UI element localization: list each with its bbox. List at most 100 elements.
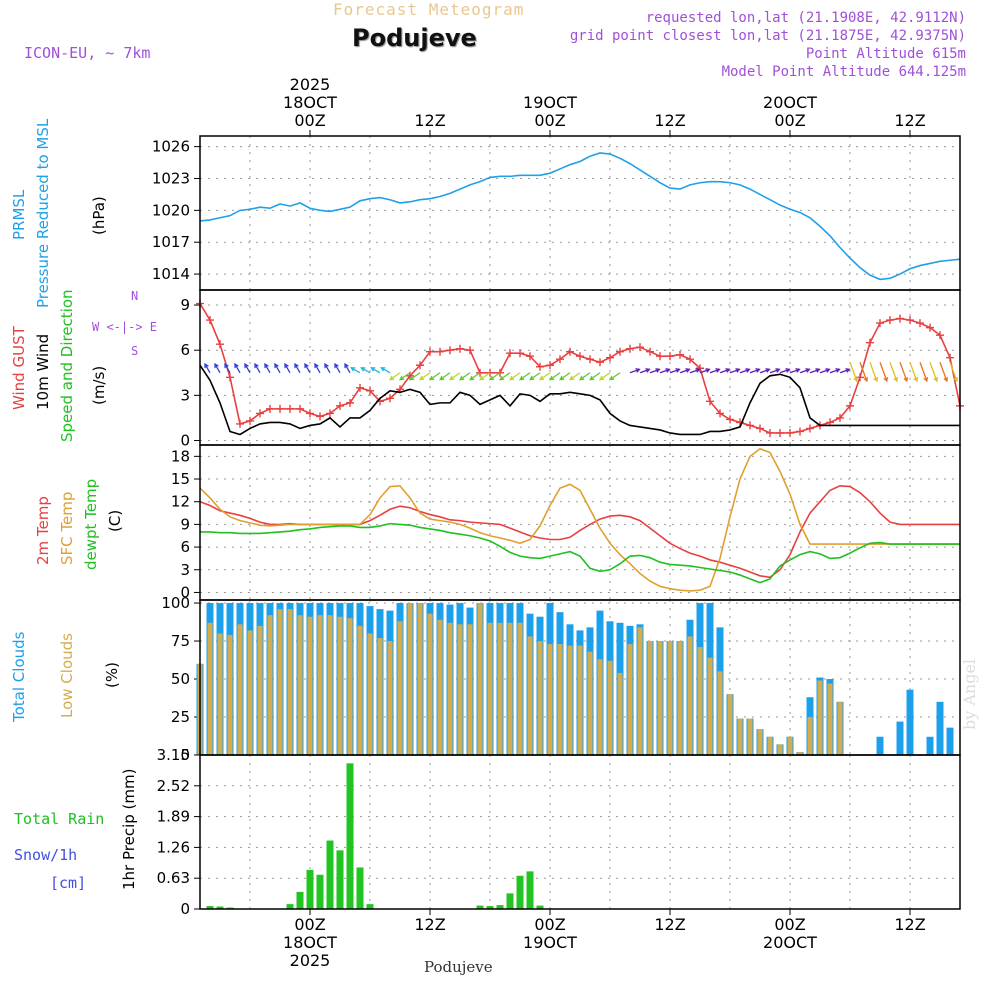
top-time-label: 00Z (294, 111, 325, 130)
gust-marker (716, 409, 724, 418)
rain-bar (486, 906, 494, 909)
gust-marker (776, 428, 784, 437)
gust-marker (336, 401, 344, 410)
wind-direction-arrow (214, 363, 221, 374)
wind-direction-arrow (699, 368, 710, 374)
gust-marker (696, 364, 704, 373)
wind-direction-arrow (489, 372, 501, 381)
wind-direction-arrowhead (933, 376, 939, 383)
forecast-title: Forecast Meteogram (333, 0, 525, 19)
wind-series-10m-wind (199, 364, 960, 436)
gust-marker (386, 394, 394, 403)
wind-direction-arrowhead (609, 375, 615, 381)
wind-direction-arrow (839, 368, 850, 374)
wind-direction-arrow (829, 368, 840, 374)
gust-marker (656, 352, 664, 361)
wind-direction-arrow (204, 363, 211, 374)
wind-ytick-label: 3 (180, 386, 190, 404)
wind-direction-arrowhead (775, 368, 781, 373)
wind-direction-arrowhead (419, 375, 425, 381)
total-cloud-bar (926, 736, 934, 755)
pressure-ytick-label: 1017 (152, 233, 190, 251)
low-cloud-bar (457, 624, 463, 755)
total-cloud-bar (896, 721, 904, 755)
wind-direction-arrowhead (835, 368, 841, 373)
bottom-time-label: 12Z (654, 915, 685, 934)
wind-direction-arrow (669, 368, 680, 374)
low-cloud-bar (627, 644, 633, 755)
low-cloud-bar (617, 672, 623, 755)
wind-direction-arrow (559, 372, 571, 381)
gust-marker (936, 331, 944, 340)
wind-direction-arrowhead (324, 362, 329, 369)
wind-direction-arrowhead (529, 375, 535, 381)
low-cloud-bar (737, 718, 743, 755)
wind-direction-arrow (371, 367, 381, 374)
total-cloud-bar (936, 701, 944, 755)
gust-marker (806, 424, 814, 433)
temperature-series-2m-temp (199, 485, 960, 579)
pressure-frame (199, 135, 961, 291)
gust-marker (666, 352, 674, 361)
wind-direction-arrow (519, 372, 531, 381)
total-cloud-bar (876, 736, 884, 755)
low-cloud-bar (497, 622, 503, 755)
wind-direction-arrow (264, 363, 271, 374)
low-cloud-bar (377, 637, 383, 755)
pressure-ytick-label: 1020 (152, 201, 190, 219)
low-cloud-bar (487, 622, 493, 755)
low-cloud-bar (567, 645, 573, 755)
rain-bar (366, 904, 374, 909)
wind-direction-arrowhead (805, 368, 811, 373)
wind-direction-arrowhead (549, 375, 555, 381)
wind-direction-arrowhead (845, 368, 851, 373)
low-cloud-bar (257, 625, 263, 755)
wind-direction-arrow (779, 368, 790, 374)
top-time-label: 2025 (290, 75, 331, 94)
wind-direction-arrowhead (539, 375, 545, 381)
wind-direction-arrow (799, 368, 810, 374)
rain-bar (326, 840, 334, 909)
gust-marker (506, 349, 514, 358)
low-cloud-bar (307, 616, 313, 755)
wind-direction-arrow (334, 363, 341, 374)
gust-marker (886, 316, 894, 325)
wind-direction-arrow (569, 372, 581, 381)
precipitation-ytick-label: 0 (180, 900, 190, 918)
gust-marker (526, 352, 534, 361)
temperature-ytick-label: 12 (171, 493, 190, 511)
wind-direction-arrow (389, 372, 401, 381)
low-cloud-bar (547, 644, 553, 755)
wind-direction-arrowhead (254, 362, 259, 369)
wind-direction-arrow (709, 368, 720, 374)
low-cloud-bar (837, 701, 843, 755)
low-cloud-bar (287, 609, 293, 755)
wind-direction-arrowhead (655, 368, 661, 373)
rain-bar (536, 905, 544, 909)
wind-direction-arrow (314, 363, 321, 374)
low-cloud-bar (807, 717, 813, 755)
low-cloud-bar (827, 683, 833, 755)
gust-marker (946, 353, 954, 362)
wind-direction-arrowhead (735, 368, 741, 373)
wind-direction-arrowhead (459, 375, 465, 381)
rain-bar (476, 905, 484, 909)
gust-marker (516, 349, 524, 358)
wind-direction-arrow (274, 363, 281, 374)
wind-direction-arrow (899, 362, 908, 382)
rain-bar (216, 906, 224, 909)
gust-marker (896, 314, 904, 323)
wind-direction-arrow (344, 363, 351, 374)
wind-direction-arrow (429, 372, 441, 381)
wind-direction-arrowhead (635, 368, 641, 373)
low-cloud-bar (657, 641, 663, 755)
wind-direction-arrowhead (579, 375, 585, 381)
low-cloud-bar (577, 645, 583, 755)
top-time-label: 19OCT (523, 93, 577, 112)
wind-direction-arrow (244, 363, 251, 374)
temperature-series-dewpt-temp (200, 522, 960, 584)
wind-direction-arrow (609, 372, 621, 381)
wind-direction-arrowhead (244, 362, 249, 369)
bottom-time-label: 00Z (294, 915, 325, 934)
wind-direction-arrow (909, 362, 918, 382)
